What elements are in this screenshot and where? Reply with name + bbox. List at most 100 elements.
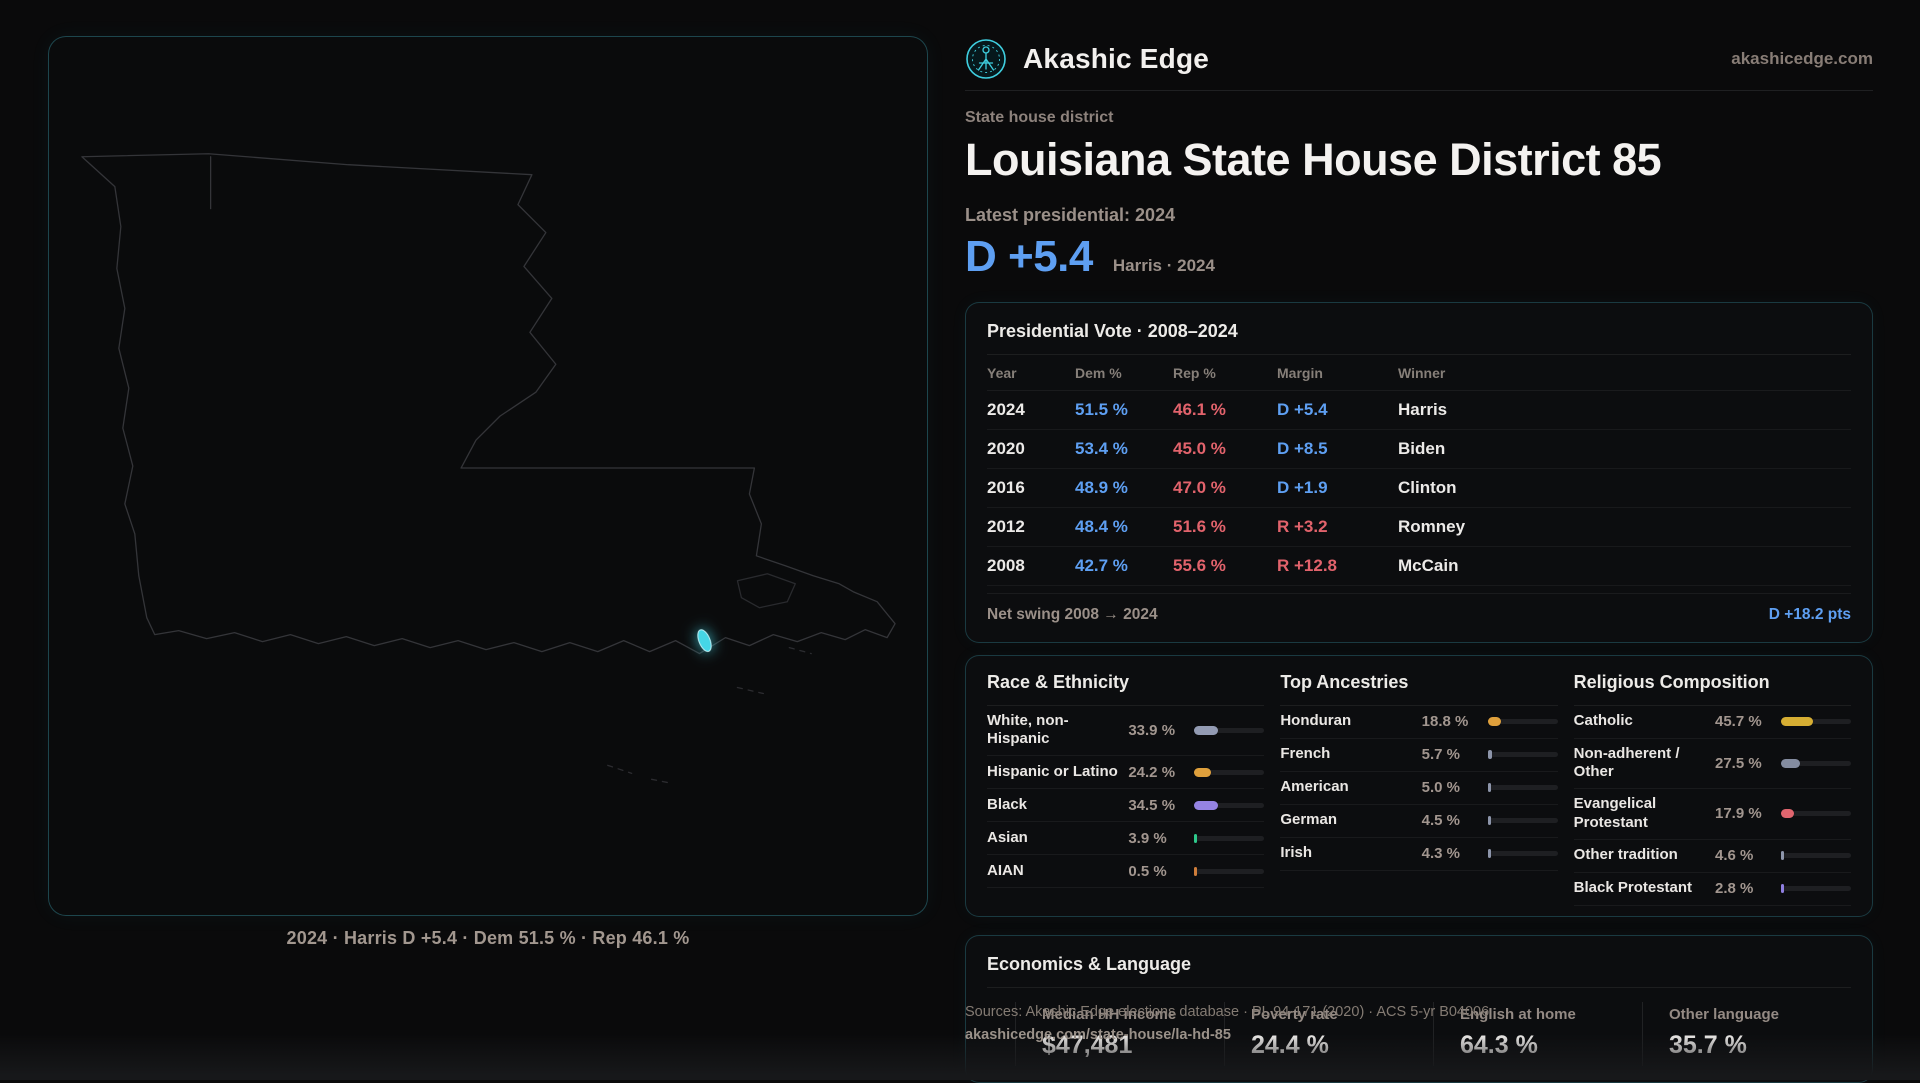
vote-dem-pct: 42.7 % xyxy=(1075,555,1128,575)
stat-label: White, non-Hispanic xyxy=(987,711,1069,748)
economics-stat-value: 35.7 % xyxy=(1669,1030,1747,1059)
col-rep: Rep % xyxy=(1173,364,1216,381)
economics-stat-value: 64.3 % xyxy=(1460,1030,1538,1059)
stat-bar-fill xyxy=(1487,750,1492,759)
district-map-card xyxy=(48,36,928,916)
stat-bar-fill xyxy=(1781,884,1784,893)
economics-card: Economics & Language Median HH income $47… xyxy=(965,934,1873,1083)
economics-stat-label: English at home xyxy=(1460,1005,1576,1023)
stat-bar-track xyxy=(1487,750,1558,759)
presidential-vote-card: Presidential Vote · 2008–2024 Year Dem %… xyxy=(965,301,1873,643)
page-title: Louisiana State House District 85 xyxy=(965,134,1662,185)
panel-religious-composition: Religious Composition Catholic 45.7 % Non-a… xyxy=(1573,672,1851,906)
stat-bar-track xyxy=(1487,717,1558,726)
stat-value: 4.6 % xyxy=(1715,847,1754,864)
stat-bar-track xyxy=(1781,884,1851,893)
col-winner: Winner xyxy=(1398,364,1446,381)
akashic-edge-logo-icon xyxy=(966,39,1006,79)
stat-bar-track xyxy=(1781,851,1851,860)
lake-outline xyxy=(736,573,796,609)
vote-rep-pct: 47.0 % xyxy=(1173,477,1226,497)
vote-winner: Biden xyxy=(1398,438,1446,458)
stat-bar-fill xyxy=(1781,758,1801,768)
headline-margin-row: D +5.4 Harris · 2024 xyxy=(965,232,1873,282)
vote-year: 2024 xyxy=(987,399,1025,419)
stat-value: 24.2 % xyxy=(1128,763,1176,781)
vote-margin: D +1.9 xyxy=(1277,477,1328,497)
vote-margin: R +3.2 xyxy=(1277,516,1328,536)
economics-stats: Median HH income $47,481 Poverty rate 24.4 … xyxy=(1015,1001,1851,1066)
stat-bar-fill xyxy=(1194,833,1198,843)
stat-row: Irish 4.3 % xyxy=(1280,838,1558,871)
louisiana-map xyxy=(81,153,896,784)
stat-row: Honduran 18.8 % xyxy=(1280,706,1558,739)
stat-label: Catholic xyxy=(1573,712,1633,730)
permalink-url[interactable]: akashicedge.com/state-house/la-hd-85 xyxy=(965,1027,1231,1043)
stat-bar-track xyxy=(1194,866,1265,876)
stat-value: 4.5 % xyxy=(1421,812,1461,829)
detail-column: Akashic Edge akashicedge.com State house… xyxy=(965,36,1873,1083)
panel-top-ancestries: Top Ancestries Honduran 18.8 % French 5.7 % A… xyxy=(1280,672,1558,906)
vote-winner: Romney xyxy=(1398,516,1466,536)
stat-bar-fill xyxy=(1781,809,1794,819)
stat-bar-track xyxy=(1194,767,1265,777)
page-footer: Sources: Akashic Edge elections database… xyxy=(965,1004,1489,1043)
vote-table-header: Year Dem % Rep % Margin Winner xyxy=(987,355,1851,391)
brand-domain-link[interactable]: akashicedge.com xyxy=(1731,49,1873,68)
economics-stat-value: 24.4 % xyxy=(1251,1030,1329,1059)
stat-label: Non-adherent / Other xyxy=(1573,744,1680,781)
stat-value: 33.9 % xyxy=(1128,721,1176,739)
stat-row: Catholic 45.7 % xyxy=(1573,706,1851,739)
stat-row: Asian 3.9 % xyxy=(987,822,1265,855)
stat-label: American xyxy=(1280,778,1349,796)
vote-dem-pct: 48.4 % xyxy=(1075,516,1128,536)
demographic-panels: Race & Ethnicity White, non-Hispanic 33.9 … xyxy=(965,654,1873,917)
panel-title: Religious Composition xyxy=(1573,672,1851,706)
stat-bar-fill xyxy=(1194,767,1212,777)
vote-winner: McCain xyxy=(1398,555,1459,575)
latest-presidential-label: Latest presidential: 2024 xyxy=(965,204,1176,225)
vote-table-row: 2020 53.4 % 45.0 % D +8.5 Biden xyxy=(987,430,1851,469)
vote-rep-pct: 46.1 % xyxy=(1173,399,1226,419)
vote-table-row: 2008 42.7 % 55.6 % R +12.8 McCain xyxy=(987,547,1851,586)
stat-row: White, non-Hispanic 33.9 % xyxy=(987,706,1265,756)
sources-line: Sources: Akashic Edge elections database… xyxy=(965,1004,1490,1020)
stat-value: 18.8 % xyxy=(1421,713,1469,730)
economics-stat-label: Poverty rate xyxy=(1251,1005,1338,1023)
stat-bar-track xyxy=(1487,783,1558,792)
stat-bar-fill xyxy=(1781,717,1813,726)
stat-row: Black Protestant 2.8 % xyxy=(1573,873,1851,906)
panel-title: Top Ancestries xyxy=(1280,672,1558,706)
vote-dem-pct: 48.9 % xyxy=(1075,477,1128,497)
headline-margin-context: Harris · 2024 xyxy=(1112,255,1215,275)
stat-bar-fill xyxy=(1194,800,1219,810)
vote-table-row: 2016 48.9 % 47.0 % D +1.9 Clinton xyxy=(987,469,1851,508)
economics-title: Economics & Language xyxy=(987,954,1851,988)
stat-bar-track xyxy=(1194,833,1265,843)
stat-row: Non-adherent / Other 27.5 % xyxy=(1573,739,1851,789)
stat-label: Asian xyxy=(987,828,1028,846)
stat-label: Black Protestant xyxy=(1573,879,1693,897)
stat-bar-fill xyxy=(1194,725,1219,735)
stat-value: 0.5 % xyxy=(1128,862,1167,880)
stat-label: Black xyxy=(987,795,1028,813)
stat-label: German xyxy=(1280,811,1338,829)
stat-bar-fill xyxy=(1781,851,1785,860)
stat-row: Hispanic or Latino 24.2 % xyxy=(987,756,1265,789)
panel-race-ethnicity: Race & Ethnicity White, non-Hispanic 33.9 … xyxy=(987,672,1265,906)
economics-stat-label: Median HH income xyxy=(1042,1005,1177,1023)
stat-bar-track xyxy=(1781,809,1851,819)
stat-bar-fill xyxy=(1487,816,1491,825)
net-swing-row: Net swing 2008 → 2024 D +18.2 pts xyxy=(987,592,1851,628)
stat-value: 34.5 % xyxy=(1128,796,1176,814)
vote-winner: Harris xyxy=(1398,399,1448,419)
vote-margin: R +12.8 xyxy=(1277,555,1338,575)
vote-year: 2020 xyxy=(987,438,1025,458)
stat-value: 27.5 % xyxy=(1715,754,1762,772)
vote-margin: D +5.4 xyxy=(1277,399,1328,419)
vote-table-row: 2024 51.5 % 46.1 % D +5.4 Harris xyxy=(987,391,1851,430)
stat-value: 17.9 % xyxy=(1715,805,1762,823)
stat-bar-track xyxy=(1487,816,1558,825)
economics-stat-value: $47,481 xyxy=(1042,1030,1133,1059)
district-85-highlight[interactable] xyxy=(695,628,714,653)
